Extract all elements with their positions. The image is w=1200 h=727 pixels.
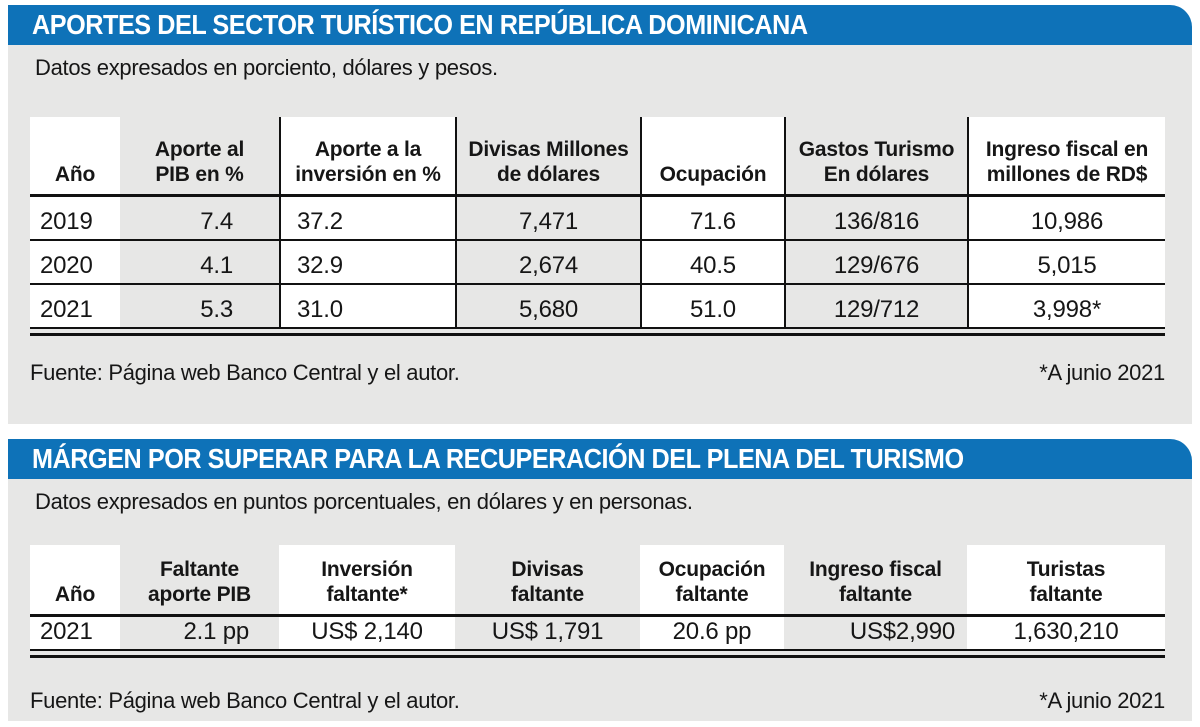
table-cell: US$2,990 <box>784 617 967 651</box>
table-cell: 71.6 <box>640 197 784 241</box>
aportes-table: Año Aporte al PIB en % Aporte a la inver… <box>30 117 1165 336</box>
table-cell: 4.1 <box>120 241 279 285</box>
source-text: Fuente: Página web Banco Central y el au… <box>30 360 460 385</box>
table-cell: 20.6 pp <box>640 617 784 651</box>
table-header-cell: Aporte al PIB en % <box>120 117 279 197</box>
panel2-source-row: Fuente: Página web Banco Central y el au… <box>30 688 1165 714</box>
table-header-cell: Gastos Turismo En dólares <box>784 117 967 197</box>
source-text: Fuente: Página web Banco Central y el au… <box>30 688 460 713</box>
table-header-cell: Turistas faltante <box>967 545 1165 617</box>
panel1-subtitle: Datos expresados en porciento, dólares y… <box>35 55 498 80</box>
table-header-cell: Año <box>30 545 120 617</box>
panel1-title: APORTES DEL SECTOR TURÍSTICO EN REPÚBLIC… <box>32 9 808 40</box>
panel2-title: MÁRGEN POR SUPERAR PARA LA RECUPERACIÓN … <box>32 443 964 474</box>
table-cell: 129/676 <box>784 241 967 285</box>
panel2-body: Datos expresados en puntos porcentuales,… <box>8 479 1192 721</box>
panel-margen: MÁRGEN POR SUPERAR PARA LA RECUPERACIÓN … <box>8 439 1192 721</box>
margen-table: Año Faltante aporte PIB Inversión faltan… <box>30 545 1165 658</box>
footnote-text: *A junio 2021 <box>1039 360 1165 385</box>
table-cell: 5.3 <box>120 285 279 329</box>
table-cell: 3,998* <box>967 285 1165 329</box>
table-cell: 2021 <box>30 285 120 329</box>
table-cell: 129/712 <box>784 285 967 329</box>
table-cell: 7.4 <box>120 197 279 241</box>
panel1-title-bar: APORTES DEL SECTOR TURÍSTICO EN REPÚBLIC… <box>8 5 1192 45</box>
table-cell: 2.1 pp <box>120 617 279 651</box>
table-cell: 1,630,210 <box>967 617 1165 651</box>
panel1-source-row: Fuente: Página web Banco Central y el au… <box>30 360 1165 386</box>
panel-aportes: APORTES DEL SECTOR TURÍSTICO EN REPÚBLIC… <box>8 5 1192 424</box>
table-bottom-rule <box>30 655 1165 658</box>
table-cell: 2,674 <box>455 241 640 285</box>
table-header-cell: Ocupación faltante <box>640 545 784 617</box>
table-header-cell: Ingreso fiscal faltante <box>784 545 967 617</box>
table-header-cell: Aporte a la inversión en % <box>279 117 455 197</box>
table-cell: 51.0 <box>640 285 784 329</box>
table-header-cell: Inversión faltante* <box>279 545 455 617</box>
table-cell: 32.9 <box>279 241 455 285</box>
panel1-body: Datos expresados en porciento, dólares y… <box>8 45 1192 424</box>
table-cell: 31.0 <box>279 285 455 329</box>
table-header-cell: Ingreso fiscal en millones de RD$ <box>967 117 1165 197</box>
panel2-subtitle: Datos expresados en puntos porcentuales,… <box>35 489 693 514</box>
panel2-title-bar: MÁRGEN POR SUPERAR PARA LA RECUPERACIÓN … <box>8 439 1192 479</box>
table-cell: 37.2 <box>279 197 455 241</box>
table-cell: 40.5 <box>640 241 784 285</box>
footnote-text: *A junio 2021 <box>1039 688 1165 713</box>
table-header-cell: Año <box>30 117 120 197</box>
table-cell: 5,680 <box>455 285 640 329</box>
table-header-cell: Ocupación <box>640 117 784 197</box>
table-cell: 2019 <box>30 197 120 241</box>
table-header-cell: Divisas faltante <box>455 545 640 617</box>
table-cell: US$ 2,140 <box>279 617 455 651</box>
table-cell: 2021 <box>30 617 120 651</box>
table-bottom-rule <box>30 333 1165 336</box>
table-cell: 2020 <box>30 241 120 285</box>
table-header-cell: Faltante aporte PIB <box>120 545 279 617</box>
table-cell: 10,986 <box>967 197 1165 241</box>
table-header-cell: Divisas Millones de dólares <box>455 117 640 197</box>
table-cell: 136/816 <box>784 197 967 241</box>
table-cell: 5,015 <box>967 241 1165 285</box>
table-cell: 7,471 <box>455 197 640 241</box>
table-cell: US$ 1,791 <box>455 617 640 651</box>
